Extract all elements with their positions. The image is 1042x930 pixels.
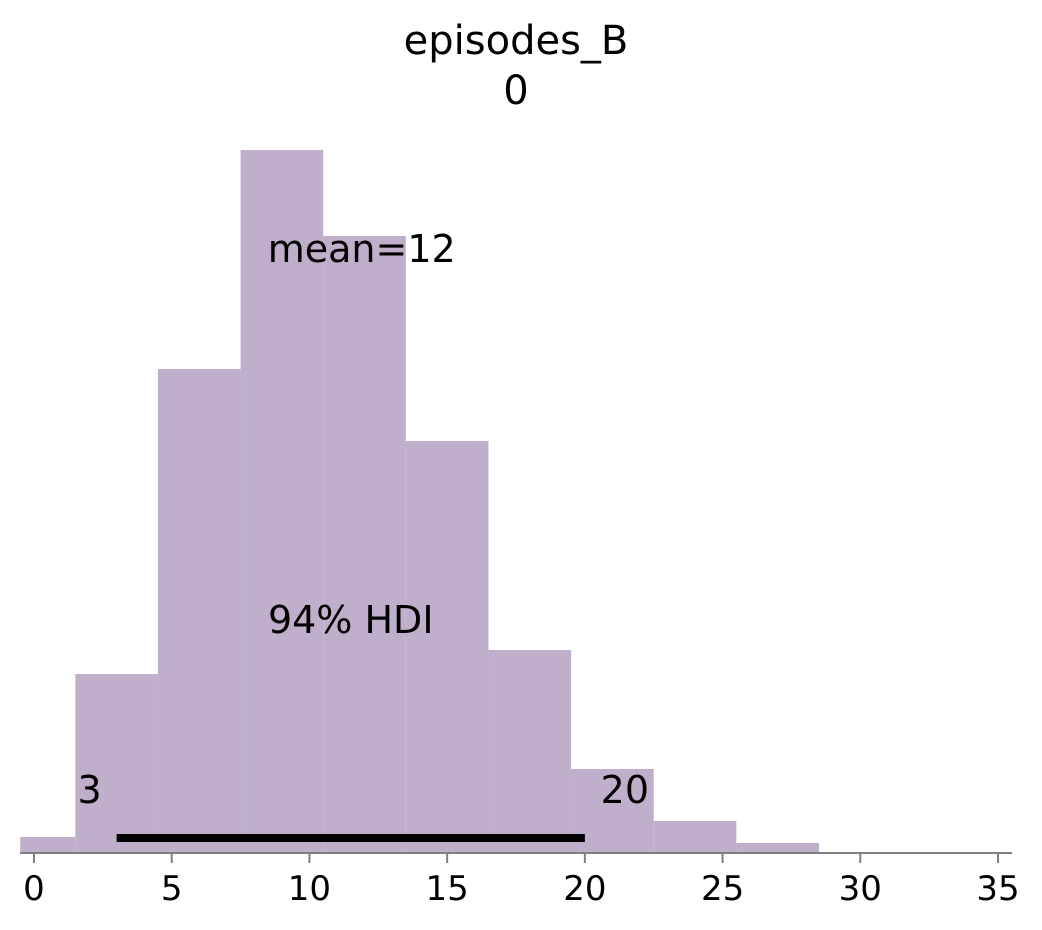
- x-tick-label-1: 5: [161, 869, 183, 909]
- histogram-bar-8: [653, 821, 737, 853]
- hdi-low-value: 3: [78, 768, 102, 812]
- histogram-bar-0: [20, 837, 76, 853]
- x-tick-label-6: 30: [839, 869, 882, 909]
- histogram-bar-9: [736, 843, 819, 853]
- x-tick-label-3: 15: [426, 869, 469, 909]
- x-tick-label-0: 0: [23, 869, 45, 909]
- x-axis-ticks: 0 5 10 15 20 25 30 35: [23, 853, 1020, 909]
- x-tick-label-5: 25: [701, 869, 744, 909]
- histogram-bar-3: [240, 150, 324, 853]
- histogram-bar-4: [323, 236, 406, 853]
- histogram-bar-5: [405, 441, 489, 853]
- histogram-bar-2: [157, 369, 241, 853]
- hdi-annotation: 94% HDI: [268, 598, 434, 642]
- chart-title: episodes_B: [404, 18, 629, 64]
- mean-annotation: mean=12: [268, 227, 456, 271]
- chart-subtitle: 0: [503, 68, 528, 114]
- hdi-high-value: 20: [601, 768, 649, 812]
- x-tick-label-7: 35: [976, 869, 1019, 909]
- histogram-bar-1: [75, 674, 158, 853]
- histogram-bars: [20, 150, 819, 853]
- x-tick-label-4: 20: [563, 869, 606, 909]
- x-tick-label-2: 10: [288, 869, 331, 909]
- histogram-bar-6: [488, 650, 572, 853]
